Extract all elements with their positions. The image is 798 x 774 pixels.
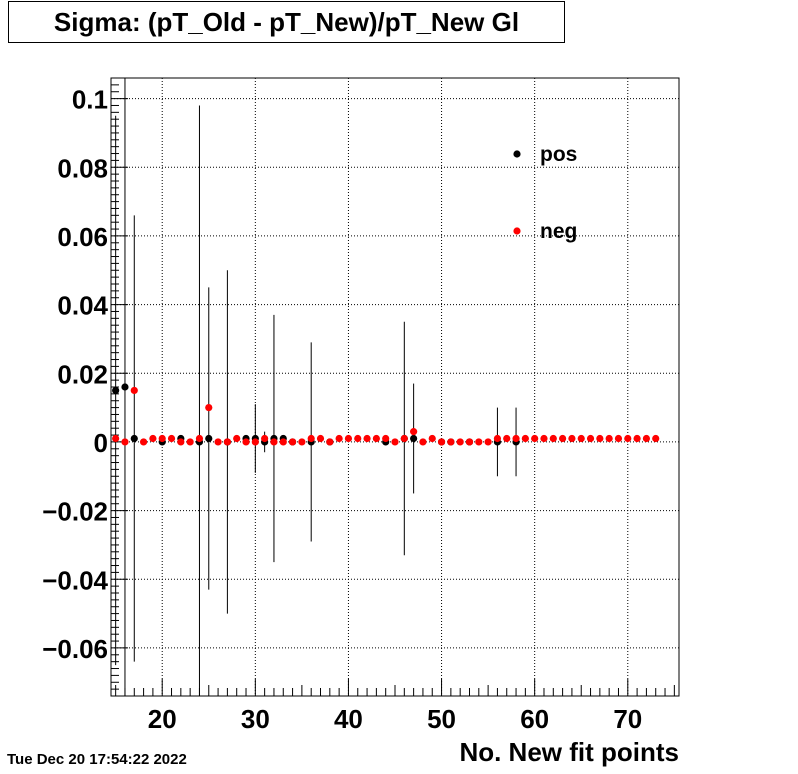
neg-data-point [512,434,520,443]
neg-data-point [205,404,213,412]
neg-data-point [577,434,585,443]
neg-data-point [447,438,455,446]
neg-data-point [270,438,278,446]
neg-data-point [372,434,380,443]
x-tick-label: 60 [520,704,549,734]
neg-data-point [400,434,408,443]
neg-data-point [540,434,548,443]
neg-data-point [465,438,474,446]
neg-data-point [410,428,418,436]
neg-data-point [298,438,306,446]
neg-data-point [307,434,315,443]
y-tick-label: 0.04 [57,291,108,321]
pos-data-point [121,383,129,391]
neg-data-point [195,434,204,443]
y-tick-label: −0.06 [42,634,108,664]
legend-label-neg: neg [540,220,577,243]
pos-data-point [410,434,418,443]
neg-data-point [177,438,185,446]
neg-data-point [559,434,567,443]
pos-data-point [205,434,213,443]
x-tick-label: 40 [334,704,363,734]
neg-data-point [549,434,557,443]
neg-data-point [596,434,604,443]
neg-data-point [503,434,511,443]
plot-frame [110,77,680,697]
x-axis-label: No. New fit points [459,737,679,767]
neg-data-point [149,434,157,443]
neg-data-point [484,438,492,446]
y-tick-label: 0.06 [57,222,108,252]
neg-data-point [167,434,176,443]
chart-title: Sigma: (pT_Old - pT_New)/pT_New Gl [53,6,520,37]
neg-data-point [586,434,595,443]
neg-data-point [130,386,138,395]
neg-data-point [614,434,623,443]
neg-data-point [493,434,502,443]
legend-marker-pos [513,150,521,158]
x-tick-label: 70 [613,704,642,734]
neg-data-point [391,438,399,446]
y-tick-label: −0.04 [42,565,108,595]
neg-data-point [642,434,651,443]
neg-data-point [428,434,436,443]
neg-data-point [568,434,576,443]
neg-data-point [531,434,539,443]
neg-data-point [652,434,660,443]
neg-data-point [242,438,250,446]
neg-data-point [121,438,129,446]
neg-data-point [288,438,297,446]
neg-data-point [605,434,613,443]
y-tick-label: −0.02 [42,497,108,527]
neg-data-point [344,434,353,443]
neg-data-point [316,434,325,443]
neg-data-point [456,438,464,446]
legend-marker-neg [513,227,521,235]
neg-data-point [139,438,148,446]
footer-date: Tue Dec 20 17:54:22 2022 [7,751,187,768]
neg-data-point [475,438,483,446]
y-tick-label: 0.1 [72,85,108,115]
neg-data-point [186,438,194,446]
neg-data-point [624,434,632,443]
y-tick-label: 0 [94,428,108,458]
neg-data-point [354,434,362,443]
neg-data-point [363,434,371,443]
neg-data-point [419,438,427,446]
neg-data-point [214,438,222,446]
neg-data-point [251,438,259,446]
neg-data-point [158,434,166,443]
pos-data-point [112,386,120,395]
neg-data-point [382,434,390,443]
neg-data-point [326,438,334,446]
y-tick-label: 0.02 [57,359,108,389]
neg-data-point [335,434,343,443]
neg-data-point [261,434,269,443]
y-tick-label: 0.08 [57,153,108,183]
x-tick-label: 30 [241,704,270,734]
x-tick-label: 20 [148,704,177,734]
neg-data-point [279,438,287,446]
legend-label-pos: pos [540,143,577,166]
neg-data-point [112,434,120,443]
chart-title-box: Sigma: (pT_Old - pT_New)/pT_New Gl [8,1,565,43]
x-tick-label: 50 [427,704,456,734]
neg-data-point [437,438,446,446]
pos-data-point [130,434,138,443]
neg-data-point [521,434,529,443]
neg-data-point [223,438,231,446]
neg-data-point [233,434,241,443]
neg-data-point [633,434,641,443]
